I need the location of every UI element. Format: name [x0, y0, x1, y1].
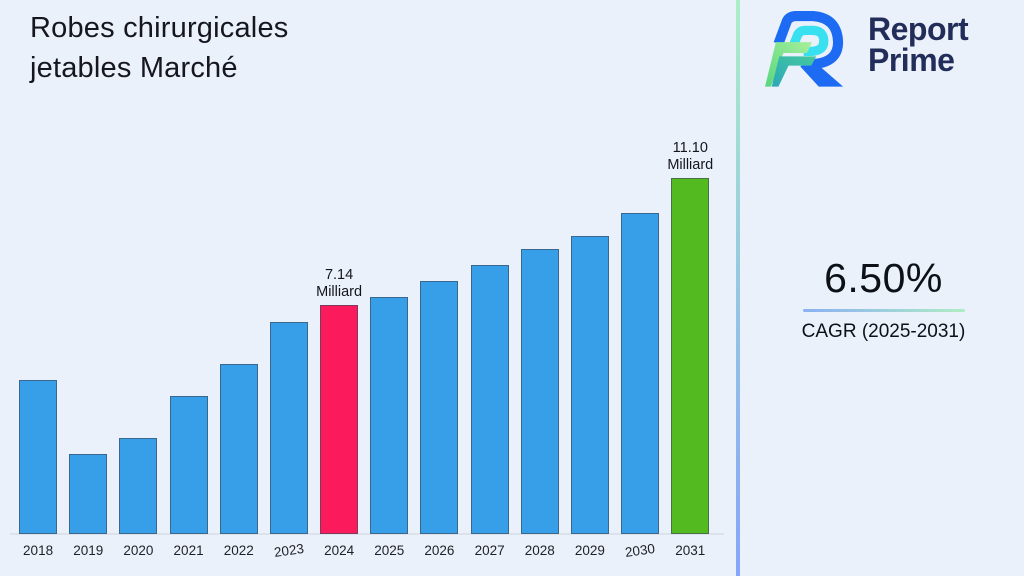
x-tick-2022: 2022	[223, 543, 254, 558]
x-tick-2023: 2023	[272, 540, 305, 561]
bar-2021	[169, 396, 208, 534]
value-label-2031: 11.10 Milliard	[667, 140, 714, 173]
x-tick-2026: 2026	[424, 543, 455, 558]
x-tick-2021: 2021	[173, 543, 204, 558]
bar-2026	[420, 281, 459, 534]
x-tick-2020: 2020	[123, 543, 154, 558]
bar-2029	[570, 236, 609, 534]
bar-2027	[470, 265, 509, 534]
cagr-label: CAGR (2025-2031)	[801, 321, 966, 342]
x-tick-2030: 2030	[624, 540, 656, 561]
bar-2020	[119, 438, 158, 534]
x-tick-2019: 2019	[73, 543, 104, 558]
report-prime-logo-icon	[765, 11, 844, 87]
bar-2028	[520, 249, 559, 534]
brand-name-line1: Report	[868, 11, 969, 47]
x-tick-2027: 2027	[474, 543, 505, 558]
brand-name-line2: Prime	[868, 42, 955, 78]
cagr-underline	[802, 309, 965, 312]
x-tick-2031: 2031	[675, 543, 706, 558]
panel-divider	[736, 0, 740, 576]
bar-2031	[671, 178, 710, 534]
x-axis-baseline	[10, 533, 724, 535]
bar-2024	[320, 305, 359, 534]
x-tick-2029: 2029	[574, 543, 605, 558]
x-tick-2028: 2028	[524, 543, 555, 558]
bar-2030	[621, 213, 660, 534]
page-title: Robes chirurgicales jetables Marché	[30, 12, 289, 84]
bar-2019	[69, 454, 108, 534]
bar-2018	[19, 380, 58, 534]
bar-2022	[219, 364, 258, 534]
brand-name: Report Prime	[868, 11, 969, 90]
x-tick-2018: 2018	[23, 543, 54, 558]
x-tick-2024: 2024	[324, 543, 355, 558]
bar-2025	[370, 297, 409, 534]
cagr-block: 6.50% CAGR (2025-2031)	[743, 255, 1024, 343]
bar-2023	[269, 322, 308, 534]
value-label-2024: 7.14 Milliard	[316, 267, 363, 300]
x-tick-2025: 2025	[374, 543, 405, 558]
cagr-value: 6.50%	[824, 255, 943, 301]
brand-logo: Report Prime	[760, 6, 969, 90]
